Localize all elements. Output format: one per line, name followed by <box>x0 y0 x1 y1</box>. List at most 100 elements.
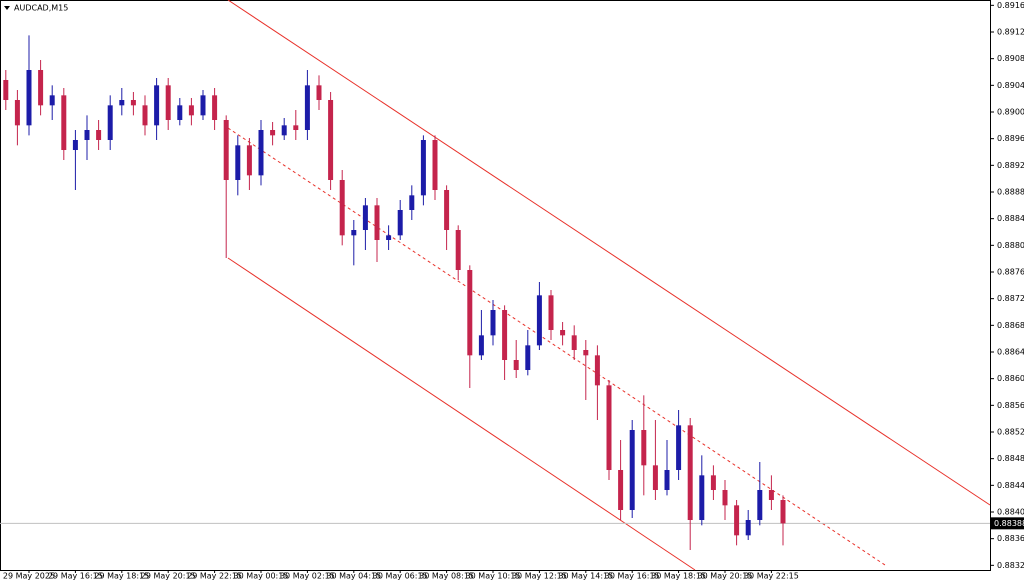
x-tick-label: 30 May 14:15 <box>558 572 613 581</box>
candle-body <box>200 95 206 116</box>
candle-body <box>432 140 438 190</box>
candle-body <box>502 310 508 360</box>
candle-body <box>687 425 693 520</box>
y-tick-label: 0.89125 <box>997 28 1024 37</box>
candle-body <box>188 105 194 116</box>
candle-body <box>49 95 55 106</box>
y-tick-label: 0.88765 <box>997 268 1024 277</box>
x-tick-label: 30 May 10:15 <box>466 572 521 581</box>
x-tick-label: 30 May 20:15 <box>698 572 753 581</box>
y-tick-label: 0.88605 <box>997 374 1024 383</box>
x-tick-label: 29 May 2025 <box>3 572 55 581</box>
candle-body <box>594 355 600 386</box>
candle-body <box>757 490 763 520</box>
candle-body <box>571 335 577 350</box>
y-tick-label: 0.89085 <box>997 54 1024 63</box>
candle-body <box>362 205 368 230</box>
candle-body <box>61 95 67 150</box>
y-tick-label: 0.88405 <box>997 508 1024 517</box>
x-tick-label: 29 May 22:15 <box>187 572 242 581</box>
y-tick-label: 0.88885 <box>997 188 1024 197</box>
candle-body <box>351 230 357 236</box>
y-tick-label: 0.88565 <box>997 401 1024 410</box>
candle-body <box>420 140 426 196</box>
candle-body <box>745 520 751 536</box>
candle-body <box>165 85 171 120</box>
y-tick-label: 0.88325 <box>997 561 1024 570</box>
candle-body <box>525 345 531 370</box>
candle-body <box>409 195 415 210</box>
candle-body <box>96 130 102 140</box>
candle-body <box>270 130 276 136</box>
y-tick-label: 0.88845 <box>997 214 1024 223</box>
candle-body <box>444 190 450 230</box>
channel-lower <box>227 257 696 571</box>
candle-body <box>664 470 670 490</box>
candle-body <box>548 295 554 330</box>
y-tick-label: 0.88645 <box>997 348 1024 357</box>
candle-body <box>652 465 658 490</box>
x-tick-label: 30 May 22:15 <box>744 572 799 581</box>
candle-body <box>490 310 496 336</box>
candle-body <box>722 490 728 506</box>
candle-body <box>107 105 113 140</box>
plot-area <box>0 0 991 571</box>
candle-body <box>142 105 148 126</box>
current-price-label: 0.88388 <box>994 519 1024 528</box>
candle-body <box>154 85 160 126</box>
current-price-box <box>991 517 1024 530</box>
channel-upper <box>227 0 991 506</box>
x-tick-label: 30 May 04:15 <box>326 572 381 581</box>
candle-body <box>386 235 392 240</box>
candle-body <box>293 125 299 130</box>
y-tick-label: 0.89005 <box>997 108 1024 117</box>
candle-body <box>84 130 90 140</box>
candle-body <box>606 385 612 470</box>
x-tick-label: 29 May 18:15 <box>94 572 149 581</box>
candle-body <box>119 100 125 106</box>
candle-body <box>14 100 20 126</box>
y-tick-label: 0.88685 <box>997 321 1024 330</box>
candle-body <box>374 205 380 240</box>
candle-body <box>235 145 241 180</box>
candle-body <box>467 270 473 356</box>
candle-body <box>212 95 218 120</box>
candle-body <box>223 120 229 180</box>
candle-body <box>780 500 786 524</box>
candle-body <box>676 425 682 470</box>
y-tick-label: 0.88805 <box>997 241 1024 250</box>
candle-body <box>26 70 32 126</box>
y-tick-label: 0.88365 <box>997 534 1024 543</box>
candle-body <box>583 350 589 356</box>
y-tick-label: 0.89165 <box>997 1 1024 10</box>
y-tick-label: 0.88725 <box>997 294 1024 303</box>
y-tick-label: 0.88965 <box>997 134 1024 143</box>
x-tick-label: 29 May 16:15 <box>48 572 103 581</box>
candle-body <box>304 85 310 130</box>
candle-body <box>478 335 484 356</box>
candle-body <box>618 470 624 510</box>
y-tick-label: 0.88445 <box>997 481 1024 490</box>
candle-body <box>281 125 287 136</box>
chart-title: AUDCAD,M15 <box>14 4 68 13</box>
candle-body <box>513 360 519 370</box>
x-tick-label: 30 May 08:15 <box>419 572 474 581</box>
x-tick-label: 30 May 00:15 <box>234 572 289 581</box>
y-tick-label: 0.88525 <box>997 428 1024 437</box>
candle-body <box>734 505 740 536</box>
x-tick-label: 30 May 02:15 <box>280 572 335 581</box>
candle-body <box>629 430 635 510</box>
x-tick-label: 30 May 06:15 <box>373 572 428 581</box>
menu-triangle <box>4 6 10 10</box>
candle-body <box>536 295 542 346</box>
candle-body <box>339 180 345 236</box>
x-tick-label: 30 May 18:15 <box>651 572 706 581</box>
candle-body <box>455 230 461 270</box>
x-tick-label: 29 May 20:15 <box>141 572 196 581</box>
candle-body <box>246 145 252 176</box>
y-tick-label: 0.89045 <box>997 81 1024 90</box>
candle-body <box>397 210 403 236</box>
x-tick-label: 30 May 16:15 <box>605 572 660 581</box>
candle-body <box>641 430 647 466</box>
candle-body <box>328 100 334 180</box>
